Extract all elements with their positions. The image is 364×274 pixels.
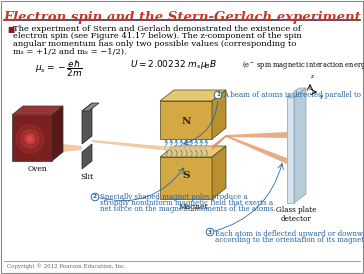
Polygon shape	[160, 146, 226, 157]
Text: Specially shaped magnet poles produce a: Specially shaped magnet poles produce a	[100, 193, 248, 201]
Text: 1: 1	[216, 93, 220, 98]
Circle shape	[25, 134, 35, 144]
Bar	[160, 157, 212, 199]
Bar	[287, 97, 294, 203]
Polygon shape	[52, 143, 82, 153]
Text: electron spin (see Figure 41.17 below). The z-component of the spin: electron spin (see Figure 41.17 below). …	[13, 33, 302, 41]
Text: Each atom is deflected upward or downward: Each atom is deflected upward or downwar…	[215, 230, 364, 238]
Text: $\mu_s = -\dfrac{e\hbar}{2m}$: $\mu_s = -\dfrac{e\hbar}{2m}$	[35, 58, 83, 79]
Circle shape	[214, 91, 222, 99]
Text: Copyright © 2012 Pearson Education, Inc.: Copyright © 2012 Pearson Education, Inc.	[7, 263, 126, 269]
Circle shape	[28, 136, 32, 141]
Polygon shape	[160, 90, 226, 101]
Polygon shape	[212, 90, 226, 139]
Text: according to the orientation of its magnetic moment.: according to the orientation of its magn…	[215, 236, 364, 244]
Polygon shape	[160, 146, 212, 150]
Polygon shape	[12, 106, 63, 115]
Text: y: y	[320, 94, 323, 99]
Text: Slit: Slit	[80, 173, 94, 181]
Text: strongly nonuniform magnetic field that exerts a: strongly nonuniform magnetic field that …	[100, 199, 273, 207]
Text: (e$^-$ spin magnetic interaction energy): (e$^-$ spin magnetic interaction energy)	[242, 59, 364, 71]
Polygon shape	[212, 135, 287, 164]
Circle shape	[91, 193, 99, 201]
Circle shape	[21, 130, 39, 148]
Polygon shape	[212, 132, 287, 150]
Text: Electron spin and the Stern-Gerlach experiment: Electron spin and the Stern-Gerlach expe…	[3, 11, 361, 24]
Text: The experiment of Stern and Gerlach demonstrated the existence of: The experiment of Stern and Gerlach demo…	[13, 25, 301, 33]
Polygon shape	[82, 144, 92, 169]
Polygon shape	[52, 106, 63, 161]
Text: mₛ = +1/2 and mₛ = −1/2).: mₛ = +1/2 and mₛ = −1/2).	[13, 47, 127, 56]
Circle shape	[16, 125, 44, 153]
Text: Glass plate
detector: Glass plate detector	[276, 206, 316, 223]
Text: 2: 2	[93, 195, 97, 199]
Bar	[12, 115, 52, 161]
Text: Magnet: Magnet	[178, 203, 208, 211]
Text: Oven: Oven	[27, 165, 47, 173]
Polygon shape	[287, 88, 306, 97]
Circle shape	[206, 228, 214, 236]
Polygon shape	[82, 103, 99, 111]
Polygon shape	[212, 146, 226, 199]
Text: net force on the magnetic moments of the atoms.: net force on the magnetic moments of the…	[100, 206, 276, 213]
Text: A beam of atoms is directed parallel to the y-axis.: A beam of atoms is directed parallel to …	[223, 91, 364, 99]
Polygon shape	[82, 103, 92, 144]
Text: ■: ■	[7, 25, 14, 34]
Polygon shape	[92, 140, 160, 150]
Text: N: N	[181, 117, 191, 126]
Text: 3: 3	[208, 230, 212, 235]
Polygon shape	[294, 88, 306, 203]
Text: angular momentum has only two possible values (corresponding to: angular momentum has only two possible v…	[13, 40, 296, 48]
Text: $U = 2.00232\ m_s\mu_{\!B}B$: $U = 2.00232\ m_s\mu_{\!B}B$	[130, 58, 217, 71]
Text: z: z	[311, 74, 314, 79]
Bar	[160, 101, 212, 139]
Text: S: S	[182, 172, 190, 180]
